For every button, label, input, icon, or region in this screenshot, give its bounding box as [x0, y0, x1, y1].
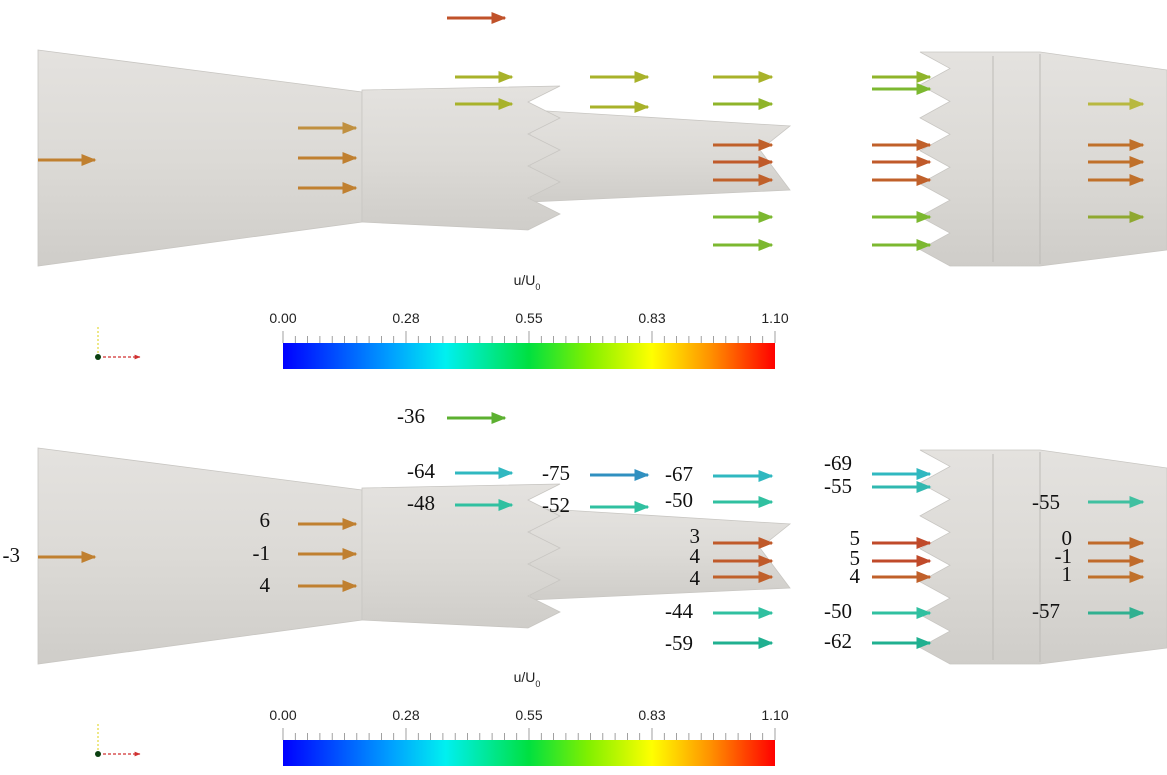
- value-label: -36: [397, 404, 425, 428]
- value-label: -44: [665, 599, 693, 623]
- value-label: -57: [1032, 599, 1060, 623]
- axis-origin: [95, 751, 101, 757]
- colorbar: [283, 343, 775, 369]
- outlet: [920, 52, 1167, 266]
- colorbar-title-main: u/U: [514, 272, 536, 288]
- mid-section: [362, 86, 560, 230]
- colorbar-tick-label: 0.83: [638, 707, 665, 723]
- value-label: -50: [665, 488, 693, 512]
- value-label: -55: [1032, 490, 1060, 514]
- value-label: 6: [260, 508, 271, 532]
- colorbar-title: u/U0: [514, 669, 541, 689]
- value-label: 1: [1062, 562, 1073, 586]
- value-label: -59: [665, 631, 693, 655]
- inner-tube: [530, 110, 790, 202]
- value-label: -3: [3, 543, 21, 567]
- colorbar-tick-label: 0.28: [392, 310, 419, 326]
- value-label: 4: [690, 544, 701, 568]
- value-label: -62: [824, 629, 852, 653]
- colorbar-tick-label: 0.55: [515, 310, 542, 326]
- value-label: 4: [260, 573, 271, 597]
- colorbar-title-main: u/U: [514, 669, 536, 685]
- colorbar: [283, 740, 775, 766]
- inner-tube: [530, 508, 790, 600]
- value-label: -52: [542, 493, 570, 517]
- value-label: -50: [824, 599, 852, 623]
- colorbar-title-sub: 0: [535, 282, 540, 292]
- value-label: -67: [665, 462, 693, 486]
- colorbar-tick-label: 1.10: [761, 707, 788, 723]
- colorbar-title: u/U0: [514, 272, 541, 292]
- colorbar-tick-label: 0.55: [515, 707, 542, 723]
- colorbar-title-sub: 0: [535, 679, 540, 689]
- value-label: -75: [542, 461, 570, 485]
- value-label: 4: [690, 566, 701, 590]
- colorbar-tick-label: 0.00: [269, 310, 296, 326]
- value-label: -1: [253, 541, 271, 565]
- value-label: -69: [824, 451, 852, 475]
- colorbar-tick-label: 0.28: [392, 707, 419, 723]
- value-label: 4: [850, 564, 861, 588]
- colorbar-tick-label: 0.00: [269, 707, 296, 723]
- colorbar-tick-label: 0.83: [638, 310, 665, 326]
- value-label: -55: [824, 474, 852, 498]
- nozzle: [38, 50, 1167, 266]
- outlet: [920, 450, 1167, 664]
- value-label: -64: [407, 459, 435, 483]
- value-label: -48: [407, 491, 435, 515]
- flow-visualization: u/U00.000.280.550.831.10-36-64-48-75-52-…: [0, 0, 1167, 775]
- nozzle: [38, 448, 1167, 664]
- colorbar-tick-label: 1.10: [761, 310, 788, 326]
- axis-origin: [95, 354, 101, 360]
